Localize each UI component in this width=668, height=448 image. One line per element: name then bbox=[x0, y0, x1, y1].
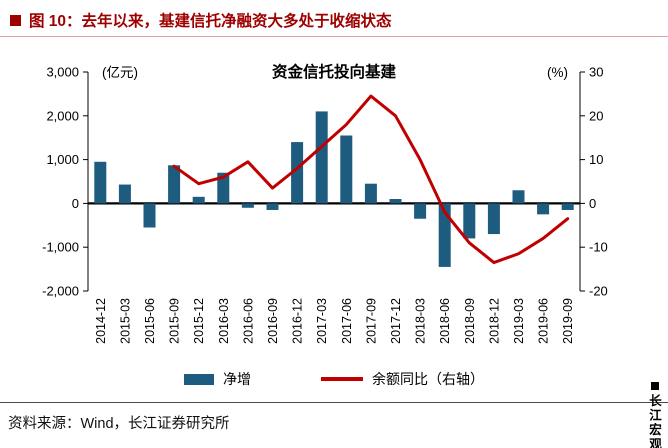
chart-title: 资金信托投向基建 bbox=[272, 62, 397, 81]
bar bbox=[463, 203, 476, 239]
bar bbox=[487, 203, 500, 235]
line-series-swatch bbox=[321, 377, 363, 381]
left-tick-label: 3,000 bbox=[46, 65, 79, 80]
bar bbox=[340, 135, 353, 204]
legend-item-line: 余额同比（右轴） bbox=[321, 369, 484, 389]
x-axis-label: 2016-12 bbox=[291, 298, 305, 344]
legend-item-bar: 净增 bbox=[184, 369, 251, 389]
bar bbox=[561, 203, 574, 210]
source-note: 资料来源：Wind，长江证券研究所 bbox=[8, 416, 230, 432]
x-axis-label: 2017-06 bbox=[340, 298, 354, 344]
bar bbox=[266, 203, 279, 210]
x-axis-label: 2016-06 bbox=[241, 298, 255, 344]
left-tick-label: -1,000 bbox=[42, 240, 79, 255]
figure-header: 图 10：去年以来，基建信托净融资大多处于收缩状态 bbox=[10, 9, 392, 31]
x-axis-label: 2014-12 bbox=[94, 298, 108, 344]
brand-name: 长江宏观固收 bbox=[647, 394, 661, 448]
left-axis-unit: (亿元) bbox=[102, 65, 138, 80]
right-tick-label: -10 bbox=[589, 240, 608, 255]
bar bbox=[118, 184, 131, 204]
x-axis-label: 2019-09 bbox=[561, 298, 575, 344]
bar bbox=[241, 203, 254, 208]
x-axis-label: 2017-03 bbox=[315, 298, 329, 344]
x-axis-label: 2016-03 bbox=[217, 298, 231, 344]
bar bbox=[168, 165, 181, 204]
left-tick-label: 2,000 bbox=[46, 108, 79, 123]
bar bbox=[217, 172, 230, 204]
right-tick-label: 30 bbox=[589, 65, 603, 80]
bar-series-swatch bbox=[184, 373, 214, 385]
x-axis-label: 2018-06 bbox=[438, 298, 452, 344]
x-axis-label: 2015-12 bbox=[192, 298, 206, 344]
x-axis-label: 2019-03 bbox=[512, 298, 526, 344]
bar bbox=[94, 161, 107, 204]
bar bbox=[364, 183, 377, 204]
x-axis-label: 2016-09 bbox=[266, 298, 280, 344]
x-axis-label: 2015-09 bbox=[168, 298, 182, 344]
x-axis-label: 2018-03 bbox=[414, 298, 428, 344]
x-axis-label: 2017-12 bbox=[389, 298, 403, 344]
x-axis-label: 2015-06 bbox=[143, 298, 157, 344]
right-tick-label: 20 bbox=[589, 108, 603, 123]
bar bbox=[192, 196, 205, 204]
right-tick-label: 0 bbox=[589, 196, 596, 211]
bar bbox=[143, 203, 156, 228]
left-tick-label: 1,000 bbox=[46, 152, 79, 167]
legend-label-bar: 净增 bbox=[223, 371, 251, 387]
x-axis-label: 2019-06 bbox=[537, 298, 551, 344]
left-tick-label: 0 bbox=[72, 196, 79, 211]
bar bbox=[291, 142, 304, 204]
footer-divider bbox=[0, 402, 668, 403]
bar bbox=[438, 203, 451, 267]
x-axis-label: 2018-12 bbox=[487, 298, 501, 344]
brand-mark: 长江宏观固收 bbox=[645, 382, 664, 448]
x-axis-label: 2017-09 bbox=[364, 298, 378, 344]
left-tick-label: -2,000 bbox=[42, 284, 79, 299]
right-tick-label: -20 bbox=[589, 284, 608, 299]
x-axis-label: 2015-03 bbox=[118, 298, 132, 344]
brand-square-icon bbox=[650, 382, 659, 390]
chart-svg: 3,000 2,000 1,000 0 -1,000 -2,000 30 20 10 0 -10 -2… bbox=[42, 62, 608, 344]
chart-legend: 净增 余额同比（右轴） bbox=[0, 369, 668, 389]
bar bbox=[537, 203, 550, 215]
right-tick-label: 10 bbox=[589, 152, 603, 167]
bar bbox=[414, 203, 427, 219]
right-axis-unit: (%) bbox=[547, 65, 568, 80]
title-bullet-square bbox=[10, 14, 21, 26]
header-divider bbox=[0, 36, 668, 37]
bar bbox=[389, 199, 402, 204]
x-axis-label: 2018-09 bbox=[463, 298, 477, 344]
bar bbox=[315, 111, 328, 204]
legend-label-line: 余额同比（右轴） bbox=[372, 371, 484, 387]
bar bbox=[512, 190, 525, 204]
figure-title: 图 10：去年以来，基建信托净融资大多处于收缩状态 bbox=[29, 13, 392, 30]
series-line bbox=[172, 94, 570, 265]
